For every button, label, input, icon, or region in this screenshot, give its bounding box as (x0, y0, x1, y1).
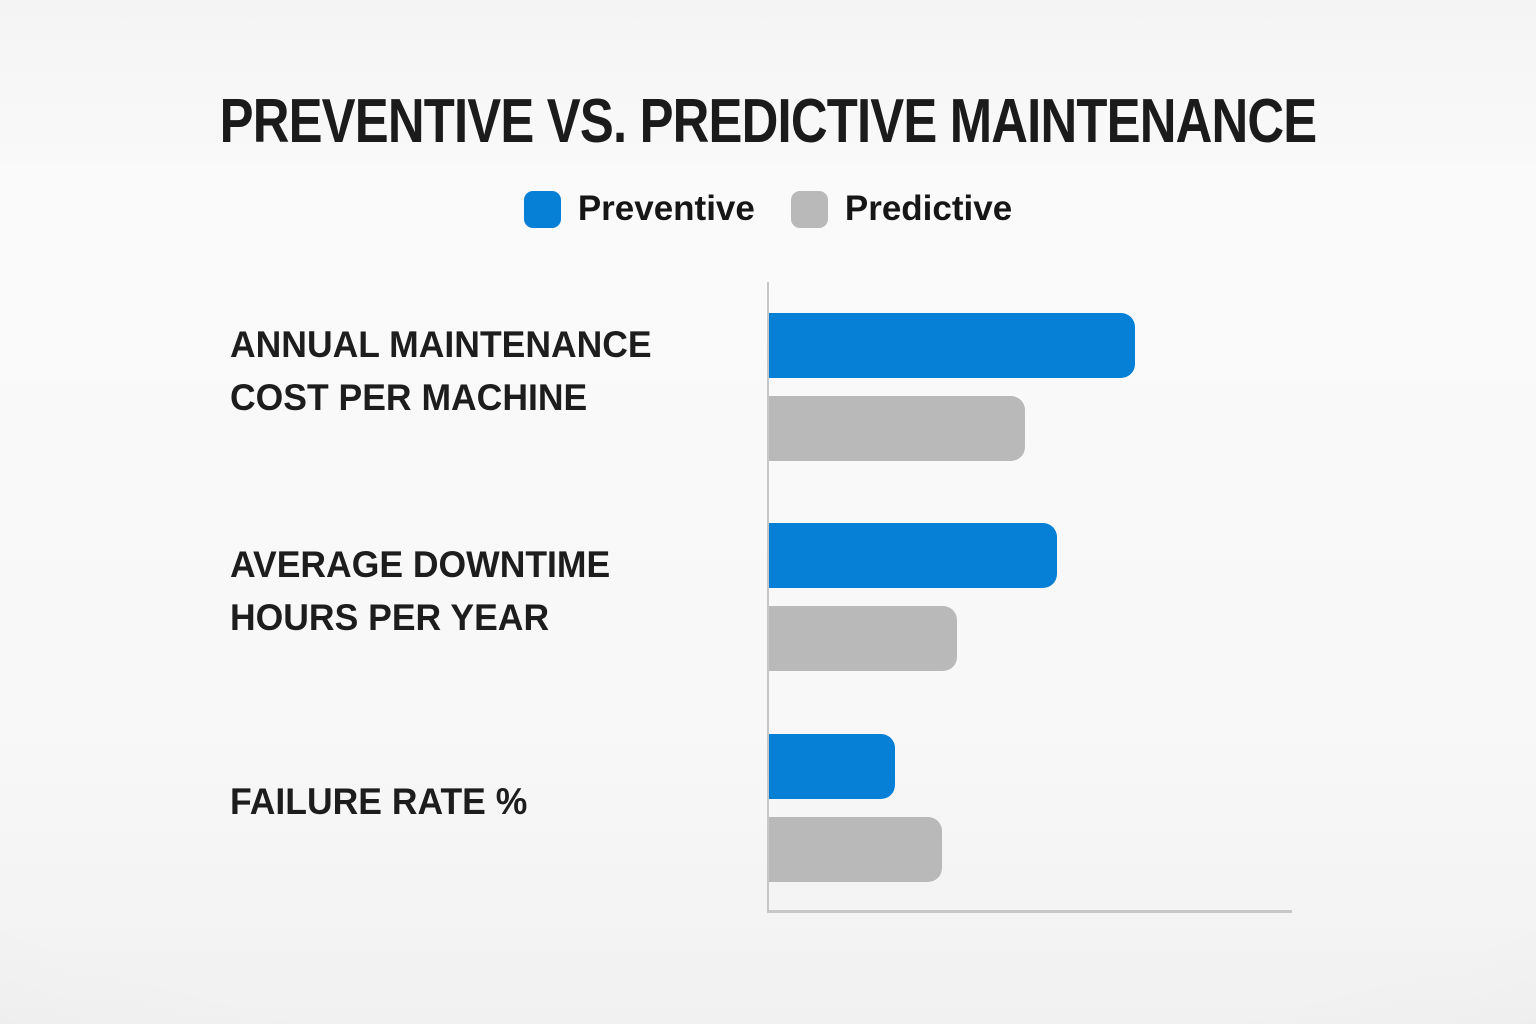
category-label-line: COST PER MACHINE (230, 377, 588, 418)
bar-predictive-failure-rate (769, 817, 942, 882)
preventive-swatch-icon (523, 190, 561, 228)
bar-preventive-annual-cost (769, 313, 1136, 378)
legend-item-predictive: Predictive (790, 189, 1013, 229)
bar-preventive-downtime (769, 523, 1057, 588)
category-label-line: AVERAGE DOWNTIME (230, 544, 611, 585)
predictive-swatch-icon (790, 190, 828, 228)
bar-preventive-failure-rate (769, 734, 895, 799)
legend-label-predictive: Predictive (844, 189, 1013, 228)
category-label-average-downtime: AVERAGE DOWNTIME HOURS PER YEAR (230, 538, 748, 644)
bar-predictive-annual-cost (769, 396, 1026, 461)
chart-title: PREVENTIVE VS. PREDICTIVE MAINTENANCE (219, 87, 1318, 156)
category-label-failure-rate: FAILURE RATE % (230, 775, 748, 828)
category-label-line: FAILURE RATE % (230, 781, 528, 822)
category-label-line: ANNUAL MAINTENANCE (230, 324, 652, 365)
category-label-annual-maintenance-cost: ANNUAL MAINTENANCE COST PER MACHINE (230, 318, 748, 424)
legend: Preventive Predictive (0, 189, 1536, 229)
bar-predictive-downtime (769, 606, 958, 671)
legend-item-preventive: Preventive (523, 189, 755, 229)
category-label-line: HOURS PER YEAR (230, 597, 550, 638)
legend-label-preventive: Preventive (577, 189, 755, 228)
plot-area (767, 282, 1292, 913)
